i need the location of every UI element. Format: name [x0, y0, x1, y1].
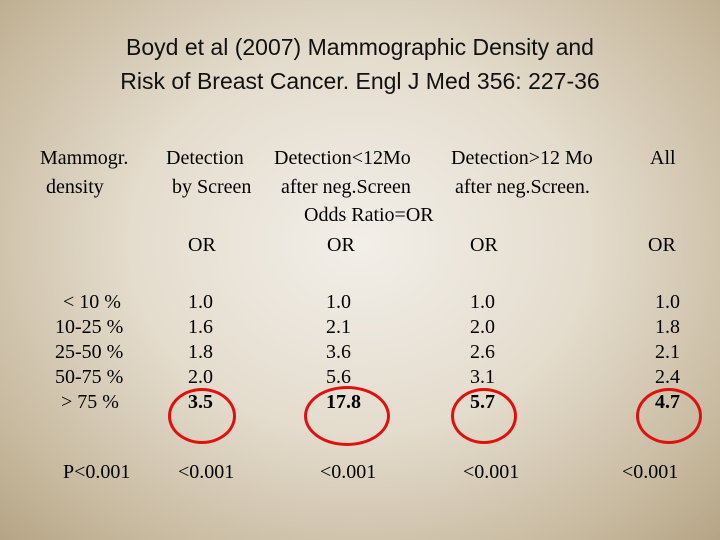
header-density-line1: Mammogr.	[40, 147, 129, 169]
all-cell: 2.1	[655, 341, 680, 363]
odds-ratio-note: Odds Ratio=OR	[304, 204, 434, 226]
highlight-circle-lt12	[304, 386, 390, 446]
header-lt12-line2: after neg.Screen	[281, 176, 411, 198]
highlight-circle-screen	[168, 388, 236, 444]
highlight-circle-gt12	[451, 388, 517, 444]
header-screen-line1: Detection	[166, 147, 244, 169]
lt12-cell: 3.6	[326, 341, 351, 363]
header-lt12-line1: Detection<12Mo	[274, 147, 411, 169]
slide-title: Boyd et al (2007) Mammographic Density a…	[0, 30, 720, 98]
title-line-1: Boyd et al (2007) Mammographic Density a…	[126, 34, 594, 60]
or-label-lt12: OR	[327, 234, 355, 256]
all-cell: 2.4	[655, 366, 680, 388]
pvalue-gt12: <0.001	[463, 461, 520, 483]
lt12-cell: 1.0	[326, 291, 351, 313]
pvalue-label: P<0.001	[63, 461, 131, 483]
gt12-cell: 2.6	[470, 341, 495, 363]
title-line-2: Risk of Breast Cancer. Engl J Med 356: 2…	[120, 68, 600, 94]
pvalue-screen: <0.001	[178, 461, 235, 483]
density-cell: 50-75 %	[55, 366, 124, 388]
or-label-screen: OR	[188, 234, 216, 256]
screen-column: 1.0 1.6 1.8 2.0 3.5	[188, 290, 213, 415]
header-density-line2: density	[46, 176, 104, 198]
all-cell: 1.8	[655, 316, 680, 338]
density-column: < 10 % 10-25 % 25-50 % 50-75 % > 75 %	[55, 290, 123, 415]
lt12-cell: 5.6	[326, 366, 351, 388]
gt12-cell: 1.0	[470, 291, 495, 313]
header-screen-line2: by Screen	[172, 176, 252, 198]
density-cell: 25-50 %	[55, 341, 124, 363]
gt12-cell: 3.1	[470, 366, 495, 388]
density-cell: < 10 %	[63, 291, 121, 313]
lt12-cell: 2.1	[326, 316, 351, 338]
pvalue-lt12: <0.001	[320, 461, 377, 483]
density-cell: 10-25 %	[55, 316, 124, 338]
screen-cell: 2.0	[188, 366, 213, 388]
screen-cell: 1.0	[188, 291, 213, 313]
all-cell: 1.0	[655, 291, 680, 313]
pvalue-all: <0.001	[622, 461, 679, 483]
header-all: All	[650, 147, 676, 169]
screen-cell: 1.8	[188, 341, 213, 363]
header-gt12-line2: after neg.Screen.	[455, 176, 590, 198]
highlight-circle-all	[636, 388, 702, 444]
or-label-all: OR	[648, 234, 676, 256]
screen-cell: 1.6	[188, 316, 213, 338]
density-cell: > 75 %	[61, 391, 119, 413]
gt12-cell: 2.0	[470, 316, 495, 338]
header-gt12-line1: Detection>12 Mo	[451, 147, 593, 169]
or-label-gt12: OR	[470, 234, 498, 256]
